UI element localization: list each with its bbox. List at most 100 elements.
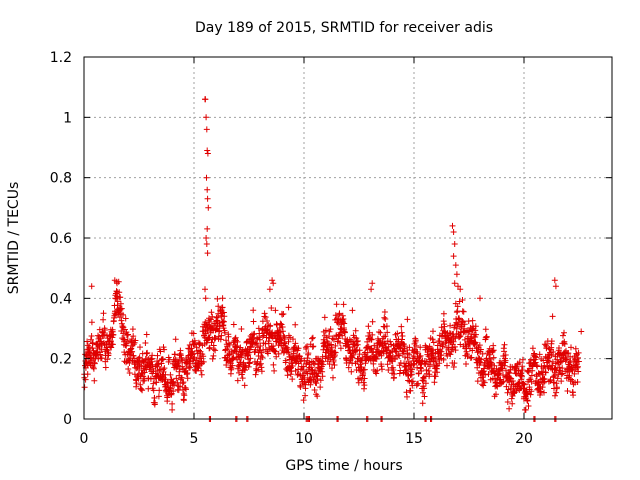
data-point	[90, 365, 97, 372]
data-point	[563, 356, 570, 363]
data-point	[104, 356, 111, 363]
data-point	[378, 352, 385, 359]
data-point	[219, 304, 226, 311]
data-point	[456, 333, 463, 340]
data-point	[254, 358, 261, 365]
data-point	[246, 349, 253, 356]
data-point	[481, 368, 488, 375]
data-point	[570, 392, 577, 399]
data-point	[297, 384, 304, 390]
data-point	[256, 336, 263, 343]
data-point	[391, 371, 398, 377]
data-point	[421, 385, 428, 392]
data-point	[167, 391, 174, 398]
data-point	[113, 288, 120, 295]
data-point	[314, 373, 321, 380]
data-point	[161, 346, 168, 353]
data-point	[449, 222, 456, 229]
data-point	[204, 147, 211, 154]
data-point	[142, 340, 149, 346]
data-point	[167, 371, 174, 378]
data-point	[336, 310, 343, 317]
data-point	[326, 361, 333, 368]
data-point	[539, 384, 546, 391]
data-point	[331, 362, 338, 368]
data-point	[219, 295, 226, 302]
data-point	[327, 326, 334, 333]
data-point	[266, 286, 273, 293]
data-point	[292, 359, 299, 366]
data-point	[139, 387, 146, 394]
data-point	[238, 354, 245, 361]
data-point	[114, 298, 121, 305]
data-point	[538, 388, 544, 395]
data-point	[402, 354, 408, 361]
data-point	[97, 351, 104, 358]
data-point	[215, 303, 222, 310]
data-point	[519, 373, 525, 380]
data-point	[558, 371, 565, 378]
data-point	[499, 379, 506, 386]
data-point	[471, 340, 478, 347]
data-point	[123, 340, 130, 347]
data-point	[186, 342, 193, 348]
data-point	[564, 388, 571, 394]
data-point	[518, 372, 525, 379]
data-point	[506, 370, 513, 377]
data-point	[451, 280, 458, 287]
data-point	[309, 334, 316, 341]
data-point	[472, 323, 479, 330]
data-point	[335, 320, 342, 327]
data-point	[188, 345, 195, 352]
data-point	[319, 373, 326, 380]
data-point	[134, 372, 141, 379]
data-point	[302, 392, 309, 399]
data-point	[141, 369, 148, 376]
data-point	[452, 335, 459, 342]
plot-frame	[83, 56, 613, 420]
data-point	[204, 250, 211, 257]
data-point	[129, 326, 136, 333]
data-point	[138, 386, 145, 393]
data-point	[440, 356, 447, 363]
data-point	[300, 397, 307, 404]
data-point	[482, 326, 489, 333]
data-point	[280, 332, 287, 339]
data-point	[271, 348, 278, 355]
data-point	[483, 334, 490, 340]
data-point	[270, 280, 277, 287]
data-point	[417, 352, 424, 359]
data-point	[321, 314, 328, 321]
data-point	[398, 323, 405, 330]
data-point	[87, 336, 94, 343]
x-tick-label: 5	[190, 431, 199, 447]
data-point	[86, 344, 93, 350]
data-point	[361, 382, 368, 389]
data-point	[430, 339, 437, 346]
data-point	[559, 365, 566, 372]
data-point	[88, 283, 95, 290]
data-point	[451, 343, 458, 350]
data-point	[461, 321, 468, 328]
data-point	[271, 367, 278, 374]
data-point	[307, 381, 314, 388]
data-point	[409, 378, 416, 385]
data-point	[281, 336, 288, 342]
data-point	[341, 320, 348, 327]
data-point	[409, 366, 415, 373]
data-point	[187, 360, 194, 367]
data-point	[524, 397, 531, 404]
data-point	[384, 329, 391, 336]
data-point	[89, 345, 96, 352]
data-point	[472, 327, 479, 334]
data-point	[413, 342, 420, 349]
data-point	[202, 295, 209, 302]
data-point	[114, 280, 120, 287]
data-point	[246, 359, 253, 366]
data-point	[304, 355, 311, 362]
data-point	[333, 301, 340, 308]
data-point	[478, 374, 484, 381]
data-point	[250, 318, 257, 325]
data-point	[255, 325, 262, 332]
data-point	[392, 356, 399, 363]
